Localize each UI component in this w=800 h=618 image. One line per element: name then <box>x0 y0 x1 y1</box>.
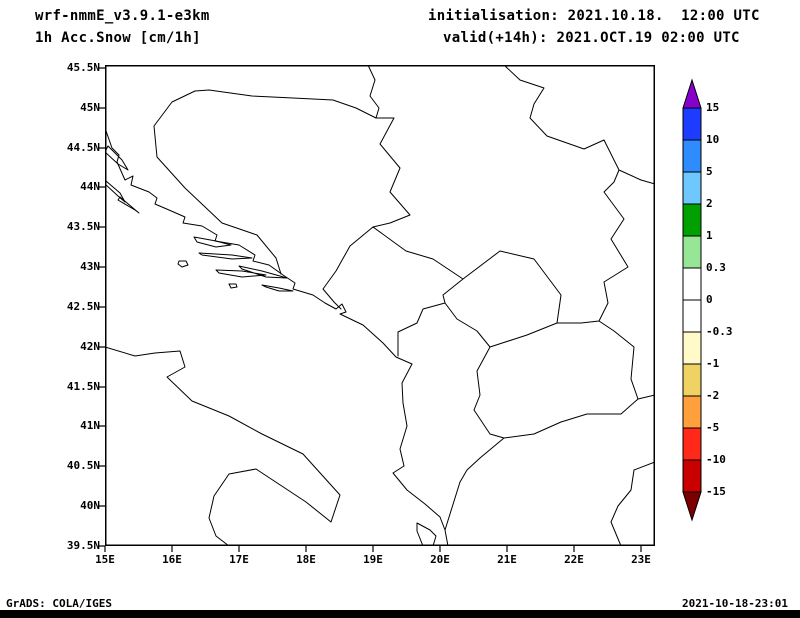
colorbar-arrow-down <box>683 492 701 520</box>
country-borders <box>154 65 655 530</box>
greece-aegean-coastline <box>611 462 655 546</box>
colorbar-label: 2 <box>706 197 713 210</box>
map-plot <box>99 65 655 552</box>
colorbar-segment <box>683 204 701 236</box>
colorbar-label: 10 <box>706 133 720 146</box>
lon-tick-label: 23E <box>631 553 651 566</box>
colorbar-segment <box>683 236 701 268</box>
colorbar-label: -0.3 <box>706 325 733 338</box>
colorbar-label: -10 <box>706 453 726 466</box>
colorbar-arrow-up <box>683 80 701 108</box>
lat-tick-label: 43.5N <box>66 220 100 233</box>
colorbar-segment <box>683 268 701 300</box>
lat-tick-label: 45N <box>80 101 100 114</box>
colorbar-segment <box>683 140 701 172</box>
lon-tick-label: 21E <box>497 553 517 566</box>
lon-tick-label: 19E <box>363 553 383 566</box>
lat-tick-label: 44.5N <box>66 141 100 154</box>
lon-tick-label: 16E <box>162 553 182 566</box>
lat-tick-label: 44N <box>80 180 100 193</box>
valid-time-label: valid(+14h): 2021.OCT.19 02:00 UTC <box>443 30 740 46</box>
lat-tick-label: 39.5N <box>66 539 100 552</box>
colorbar-segment <box>683 332 701 364</box>
colorbar-segment <box>683 172 701 204</box>
lat-tick-label: 45.5N <box>66 61 100 74</box>
lat-tick-label: 40N <box>80 499 100 512</box>
colorbar-label: -1 <box>706 357 720 370</box>
init-time-label: initialisation: 2021.10.18. 12:00 UTC <box>428 8 760 24</box>
lon-tick-label: 18E <box>296 553 316 566</box>
lon-tick-label: 15E <box>95 553 115 566</box>
lon-tick-label: 17E <box>229 553 249 566</box>
colorbar-segment <box>683 300 701 332</box>
italy-coastline <box>105 347 340 546</box>
grads-credit-label: GrADS: COLA/IGES <box>6 597 112 610</box>
colorbar-segment <box>683 364 701 396</box>
adriatic-islands <box>105 146 436 546</box>
model-title: wrf-nmmE_v3.9.1-e3km <box>35 8 210 24</box>
colorbar-label: 0.3 <box>706 261 726 274</box>
colorbar-label: 0 <box>706 293 713 306</box>
axis-ticks <box>99 68 641 552</box>
colorbar-segment <box>683 460 701 492</box>
colorbar <box>680 80 706 520</box>
lat-tick-label: 42.5N <box>66 300 100 313</box>
colorbar-segment <box>683 108 701 140</box>
field-title: 1h Acc.Snow [cm/1h] <box>35 30 201 46</box>
colorbar-label: 15 <box>706 101 720 114</box>
colorbar-label: -2 <box>706 389 720 402</box>
lat-tick-label: 41N <box>80 419 100 432</box>
colorbar-label: 1 <box>706 229 713 242</box>
colorbar-label: -15 <box>706 485 726 498</box>
colorbar-label: 5 <box>706 165 713 178</box>
bottom-black-bar <box>0 610 800 618</box>
lat-tick-label: 43N <box>80 260 100 273</box>
lon-tick-label: 22E <box>564 553 584 566</box>
colorbar-segment <box>683 428 701 460</box>
creation-timestamp: 2021-10-18-23:01 <box>682 597 788 610</box>
lat-tick-label: 40.5N <box>66 459 100 472</box>
lon-tick-label: 20E <box>430 553 450 566</box>
plot-frame <box>106 66 655 546</box>
colorbar-segment <box>683 396 701 428</box>
lat-tick-label: 41.5N <box>66 380 100 393</box>
lat-tick-label: 42N <box>80 340 100 353</box>
colorbar-label: -5 <box>706 421 720 434</box>
adriatic-east-coastline <box>105 128 448 546</box>
